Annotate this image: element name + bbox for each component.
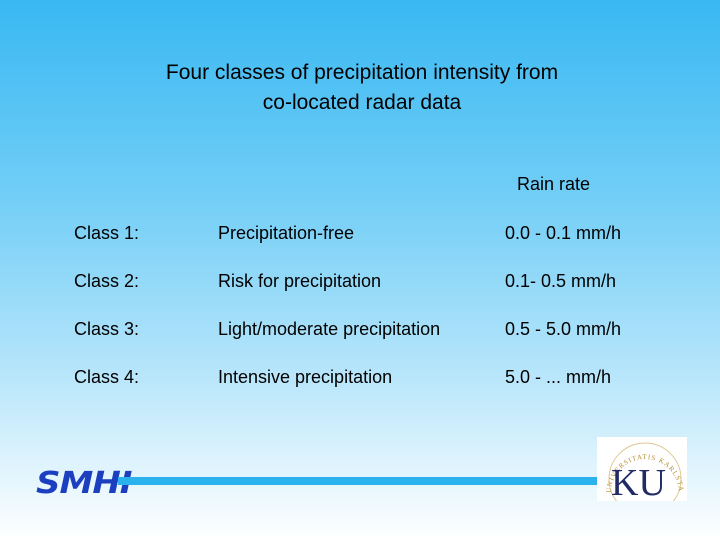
- title-line-2: co-located radar data: [262, 91, 462, 114]
- class-rain-rate: 0.1- 0.5 mm/h: [505, 271, 617, 291]
- class-description: Light/moderate precipitation: [218, 319, 441, 339]
- class-rain-rate: 0.0 - 0.1 mm/h: [505, 223, 622, 243]
- class-description: Risk for precipitation: [218, 271, 382, 291]
- class-label: Class 2:: [74, 271, 140, 291]
- class-description: Intensive precipitation: [218, 367, 393, 387]
- class-label: Class 1:: [74, 223, 140, 243]
- class-label: Class 4:: [74, 367, 140, 387]
- table-row: Class 1: Precipitation-free 0.0 - 0.1 mm…: [0, 223, 720, 249]
- title-line-1: Four classes of precipitation intensity …: [165, 61, 559, 84]
- slide-title: Four classes of precipitation intensity …: [0, 58, 720, 118]
- class-description: Precipitation-free: [218, 223, 355, 243]
- ku-logo-text: KU: [611, 462, 666, 501]
- table-row: Class 3: Light/moderate precipitation 0.…: [0, 319, 720, 345]
- ku-logo: UNIVERSITATIS KARLSTAD KU: [597, 437, 687, 501]
- table-row: Class 2: Risk for precipitation 0.1- 0.5…: [0, 271, 720, 297]
- class-label: Class 3:: [74, 319, 140, 339]
- smhi-logo: SMHI: [36, 465, 132, 501]
- class-rain-rate: 0.5 - 5.0 mm/h: [505, 319, 622, 339]
- rain-rate-header: Rain rate: [517, 174, 591, 194]
- class-rain-rate: 5.0 - ... mm/h: [505, 367, 612, 387]
- footer-divider: [118, 477, 600, 485]
- table-row: Class 4: Intensive precipitation 5.0 - .…: [0, 367, 720, 393]
